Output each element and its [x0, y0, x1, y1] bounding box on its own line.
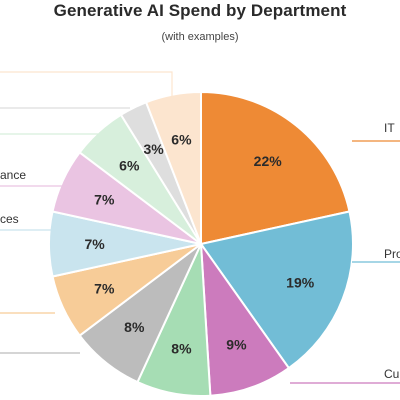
slice-value-label-9: 3% [143, 141, 164, 157]
slice-value-label-10: 6% [171, 131, 192, 147]
pie-slice-1 [199, 210, 354, 370]
slice-value-label-5: 7% [94, 281, 115, 297]
pie-slice-2 [199, 240, 291, 397]
slice-value-label-8: 6% [119, 157, 140, 173]
slice-value-label-6: 7% [84, 236, 105, 252]
slice-value-label-1: 19% [286, 274, 315, 290]
category-label-1: Pro [384, 247, 400, 261]
pie-slice-0 [200, 90, 351, 246]
category-label-6: ces [0, 212, 19, 226]
category-label-2: Cu [384, 367, 399, 381]
category-label-7: ance [0, 168, 26, 182]
pie-slice-10 [144, 90, 202, 245]
slice-value-label-3: 8% [171, 341, 192, 357]
slice-value-label-2: 9% [226, 336, 247, 352]
slice-value-label-4: 8% [124, 319, 145, 335]
leader-line-10 [0, 71, 173, 98]
slice-value-label-7: 7% [94, 192, 115, 208]
chart-subtitle: (with examples) [161, 31, 239, 43]
chart-title: Generative AI Spend by Department [53, 1, 347, 20]
slice-value-label-0: 22% [254, 153, 283, 169]
category-label-0: IT [384, 121, 395, 135]
